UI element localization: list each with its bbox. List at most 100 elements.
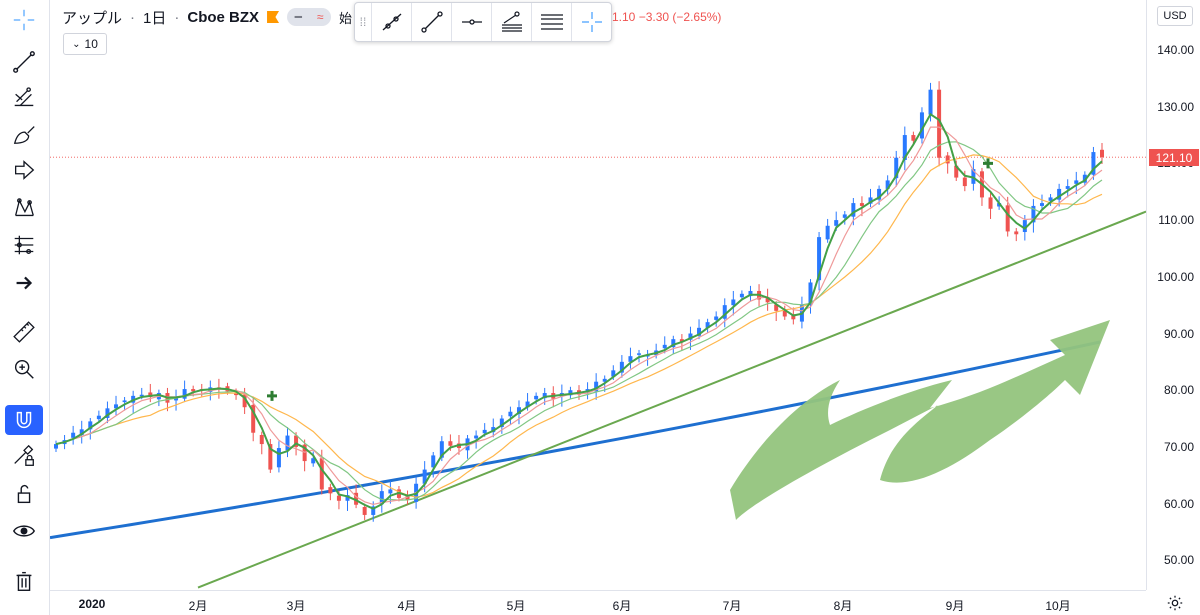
candle-body — [697, 327, 702, 336]
candle-body — [474, 435, 479, 439]
candle-body — [268, 444, 273, 470]
pattern-tool[interactable] — [5, 193, 43, 223]
candle-body — [362, 507, 367, 515]
candle-body — [114, 404, 119, 409]
candle-body — [1100, 149, 1104, 158]
candle-body — [422, 469, 427, 484]
trash-icon — [16, 571, 32, 591]
magnet-tool[interactable] — [5, 405, 43, 435]
candle-body — [817, 237, 822, 281]
arrow-shape-icon — [14, 160, 35, 180]
lock-all-tool[interactable] — [5, 479, 43, 509]
candle-body — [534, 395, 539, 400]
time-tick-label: 4月 — [397, 599, 417, 613]
time-tick-label: 7月 — [722, 599, 742, 613]
price-tick-label: 140.00 — [1157, 43, 1194, 57]
candle-body — [731, 299, 736, 306]
time-tick-label: 9月 — [945, 599, 965, 613]
ruler-icon — [13, 321, 35, 343]
candle-body — [54, 444, 58, 449]
horizontal-lines-tool[interactable] — [531, 3, 571, 41]
fib-tool[interactable] — [5, 83, 43, 113]
candle-body — [285, 435, 290, 451]
ohlc-readout: 1.10 −3.30 (−2.65%) — [612, 10, 722, 24]
candle-body — [139, 394, 144, 397]
candle-body — [259, 434, 264, 445]
candle-body — [311, 458, 316, 464]
price-tick-label: 60.00 — [1163, 496, 1194, 511]
parallel-channel-tool[interactable] — [491, 3, 531, 41]
candle-body — [834, 220, 839, 226]
horizontal-ray-tool[interactable] — [451, 3, 491, 41]
candle-body — [739, 293, 744, 298]
candle-body — [388, 489, 393, 494]
candle-body — [722, 305, 727, 319]
lock-drawings-tool[interactable] — [5, 441, 43, 471]
hide-drawings-tool[interactable] — [5, 516, 43, 546]
candle-body — [877, 188, 882, 200]
candle-body — [611, 370, 616, 377]
currency-label[interactable]: USD — [1157, 6, 1193, 26]
ray-tool[interactable] — [371, 3, 411, 41]
price-tick-label: 100.00 — [1157, 269, 1194, 284]
time-tick-label: 10月 — [1045, 599, 1071, 613]
candle-body — [937, 89, 942, 158]
trend-line-tool[interactable] — [5, 47, 43, 77]
candle-body — [1091, 152, 1096, 175]
candle-body — [491, 427, 496, 433]
cross-marker — [267, 390, 277, 401]
trend-line-icon — [13, 51, 35, 73]
arrow-tool[interactable] — [5, 268, 43, 298]
candle-body — [1005, 205, 1010, 232]
candle-body — [1065, 186, 1070, 189]
chart-canvas[interactable] — [49, 0, 1147, 590]
candle-body — [525, 401, 530, 408]
candle-body — [954, 165, 959, 178]
price-chart[interactable] — [49, 0, 1147, 590]
ma-fast-line — [55, 112, 1103, 510]
price-axis[interactable]: USD 140.00130.00120.00110.00100.0090.008… — [1146, 0, 1200, 590]
pattern-icon — [15, 198, 34, 217]
brush-tool[interactable] — [5, 119, 43, 149]
measure-tool[interactable] — [5, 317, 43, 347]
symbol-name[interactable]: アップル — [62, 9, 123, 27]
unlock-icon — [17, 484, 31, 504]
crosshair-tool[interactable] — [5, 5, 43, 35]
candle-body — [345, 495, 350, 501]
crosshair-icon — [13, 9, 35, 31]
zoom-tool[interactable] — [5, 354, 43, 384]
flag-icon[interactable] — [267, 11, 280, 23]
cross-marker — [983, 158, 993, 169]
segment-tool[interactable] — [411, 3, 451, 41]
gear-icon[interactable] — [1166, 594, 1184, 612]
symbol-legend[interactable]: アップル · 1日 · Cboe BZX ━ ≈ 始 — [62, 8, 353, 27]
drag-handle[interactable]: ⁞⁞ — [359, 15, 367, 29]
candle-body — [791, 314, 796, 320]
candle-body — [354, 492, 359, 505]
crosshair-tool-floating[interactable] — [571, 3, 611, 41]
remove-drawings-tool[interactable] — [5, 566, 43, 596]
candle-body — [902, 135, 907, 160]
candle-body — [748, 290, 753, 297]
candle-body — [1074, 180, 1079, 184]
compare-toggle[interactable]: ━ ≈ — [287, 8, 332, 26]
trend-line — [197, 210, 1147, 589]
indicator-collapse-button[interactable]: ⌄ 10 — [63, 33, 107, 55]
candle-body — [294, 435, 299, 447]
interval-label[interactable]: 1日 — [143, 9, 167, 27]
price-tick-label: 50.00 — [1163, 553, 1194, 568]
parallel-channel-icon — [501, 11, 522, 32]
candle-body — [688, 333, 693, 340]
fib-icon — [14, 87, 34, 107]
horizontal-ray-icon — [461, 19, 482, 25]
candle-body — [602, 378, 607, 382]
ma-200-line — [49, 340, 1101, 540]
candle-body — [148, 392, 153, 398]
candle-body — [945, 155, 950, 164]
time-axis[interactable]: 2020 2月 3月 4月 5月 6月 7月 8月 9月 10月 — [50, 590, 1146, 615]
forecast-tool[interactable] — [5, 230, 43, 260]
segment-icon — [420, 11, 443, 33]
ma-slow-line — [55, 141, 1103, 501]
candle-body — [765, 297, 770, 303]
arrow-shape-tool[interactable] — [5, 155, 43, 185]
